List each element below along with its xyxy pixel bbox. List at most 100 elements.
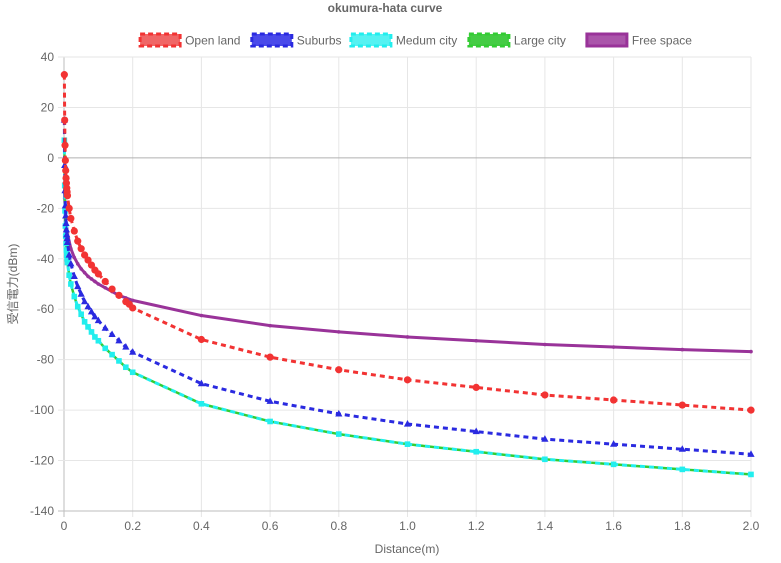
data-point	[96, 282, 101, 286]
data-point	[404, 441, 411, 447]
legend-item[interactable]: Open land	[138, 32, 240, 48]
y-tick-label: 40	[41, 50, 55, 64]
data-point	[103, 285, 108, 290]
series-line	[63, 140, 752, 476]
data-point	[473, 448, 479, 455]
data-point	[610, 461, 617, 468]
data-point	[542, 456, 548, 463]
legend-item[interactable]: Large city	[467, 32, 566, 48]
data-point	[87, 261, 96, 269]
data-point	[81, 297, 89, 305]
data-point	[101, 277, 109, 286]
data-point	[81, 251, 89, 259]
data-point	[115, 336, 123, 344]
data-point	[60, 71, 68, 79]
data-point	[64, 259, 71, 266]
data-point	[541, 391, 549, 399]
data-point	[63, 234, 71, 242]
data-point	[543, 342, 547, 347]
data-point	[70, 272, 78, 280]
data-point	[70, 227, 78, 235]
data-point	[108, 330, 116, 338]
x-tick-label: 1.0	[399, 519, 416, 533]
data-point	[89, 277, 94, 281]
legend-label: Open land	[185, 34, 240, 48]
data-point	[77, 245, 85, 253]
data-point	[72, 255, 77, 260]
legend-item[interactable]: Medum city	[349, 32, 457, 48]
data-point	[472, 383, 480, 392]
data-point	[198, 401, 205, 407]
data-point	[61, 156, 69, 165]
data-point	[77, 290, 85, 297]
data-point	[63, 238, 72, 245]
y-tick-label: -20	[37, 201, 55, 215]
data-point	[92, 334, 98, 340]
data-point	[75, 262, 80, 266]
grid	[58, 56, 752, 517]
data-point	[67, 259, 75, 267]
data-point	[66, 272, 72, 278]
legend-swatch	[585, 32, 629, 48]
legend-swatch	[349, 32, 393, 48]
data-point	[69, 246, 73, 251]
data-point	[335, 366, 343, 374]
data-point	[62, 166, 70, 175]
x-tick-label: 0.4	[193, 519, 210, 533]
data-point	[541, 435, 549, 442]
x-axis-title: Distance(m)	[375, 542, 440, 556]
legend-label: Free space	[632, 34, 692, 48]
y-axis-title: 受信電力(dBm)	[6, 244, 20, 325]
legend-swatch	[138, 32, 182, 48]
data-point	[109, 351, 115, 358]
data-point	[65, 250, 73, 258]
data-point	[68, 281, 74, 287]
data-point	[129, 304, 137, 312]
legend[interactable]: Open land Suburbs Medum city Large city Free…	[138, 32, 692, 48]
data-point	[79, 267, 83, 271]
data-point	[611, 345, 616, 349]
legend-label: Large city	[514, 34, 566, 48]
data-point	[93, 279, 97, 284]
data-point	[87, 307, 96, 315]
legend-label: Suburbs	[297, 34, 342, 48]
legend-item[interactable]: Free space	[585, 32, 692, 48]
data-point	[747, 406, 755, 414]
x-tick-label: 0.8	[330, 519, 347, 533]
y-tick-label: -100	[30, 403, 54, 417]
series-large-city	[63, 140, 752, 476]
data-point	[94, 316, 102, 324]
x-tick-label: 2.0	[743, 519, 760, 533]
data-point	[101, 324, 109, 331]
x-tick-label: 0.2	[124, 519, 141, 533]
data-point	[67, 214, 75, 223]
data-point	[65, 204, 73, 212]
y-tick-label: -80	[37, 353, 55, 367]
data-point	[678, 445, 686, 452]
chart-title: okumura-hata curve	[328, 1, 443, 15]
data-point	[335, 409, 343, 417]
y-tick-label: -60	[37, 302, 55, 316]
legend-swatch	[467, 32, 511, 48]
data-point	[62, 211, 70, 219]
data-point	[88, 329, 95, 335]
data-point	[749, 349, 753, 354]
x-tick-label: 0.6	[262, 519, 279, 533]
data-point	[86, 274, 90, 279]
data-point	[679, 466, 686, 473]
data-point	[62, 225, 71, 233]
data-point	[403, 376, 412, 384]
data-point	[337, 330, 341, 334]
x-tick-label: 1.2	[468, 519, 485, 533]
legend-item[interactable]: Suburbs	[250, 32, 342, 48]
data-point	[267, 418, 273, 425]
data-point	[403, 419, 412, 427]
data-point	[197, 335, 205, 344]
data-point	[129, 369, 136, 376]
data-point	[85, 324, 91, 330]
data-point	[91, 312, 99, 320]
data-point	[63, 252, 70, 258]
data-point	[199, 313, 204, 318]
y-tick-label: 20	[41, 100, 55, 114]
